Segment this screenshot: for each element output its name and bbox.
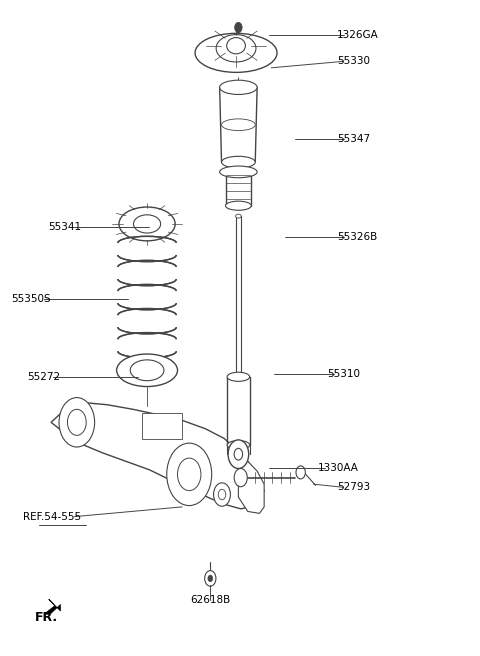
Text: 55310: 55310 — [327, 369, 360, 379]
Text: FR.: FR. — [35, 611, 58, 624]
Text: 55330: 55330 — [337, 56, 370, 66]
Ellipse shape — [119, 207, 175, 241]
Circle shape — [208, 575, 213, 582]
Circle shape — [204, 571, 216, 586]
Polygon shape — [239, 451, 264, 514]
Circle shape — [167, 443, 212, 506]
Text: 55341: 55341 — [48, 222, 82, 232]
Text: REF.54-555: REF.54-555 — [24, 512, 82, 522]
Bar — [116, 237, 179, 358]
Ellipse shape — [220, 80, 257, 94]
Ellipse shape — [133, 215, 161, 233]
Bar — [226, 172, 251, 211]
Ellipse shape — [227, 37, 245, 54]
Text: 52793: 52793 — [337, 482, 370, 493]
Circle shape — [296, 466, 305, 479]
Ellipse shape — [222, 156, 255, 168]
Ellipse shape — [195, 33, 277, 72]
Circle shape — [234, 468, 247, 487]
Circle shape — [68, 409, 86, 436]
Ellipse shape — [222, 119, 255, 131]
Ellipse shape — [216, 35, 256, 62]
Ellipse shape — [117, 354, 178, 386]
Ellipse shape — [227, 441, 250, 449]
Ellipse shape — [220, 166, 257, 178]
Text: 1326GA: 1326GA — [337, 30, 379, 40]
Bar — [143, 413, 182, 439]
Text: 55326B: 55326B — [337, 232, 377, 242]
Text: 55350S: 55350S — [12, 294, 51, 304]
Bar — [227, 377, 250, 445]
Ellipse shape — [227, 372, 250, 381]
Circle shape — [218, 489, 226, 500]
Text: 1330AA: 1330AA — [318, 463, 359, 473]
Polygon shape — [51, 403, 264, 509]
Ellipse shape — [236, 214, 241, 218]
Text: 55347: 55347 — [337, 134, 370, 144]
Circle shape — [228, 440, 249, 468]
Circle shape — [234, 448, 242, 460]
Circle shape — [59, 398, 95, 447]
Circle shape — [235, 22, 242, 33]
Circle shape — [214, 483, 230, 506]
Bar — [220, 87, 257, 162]
Text: 62618B: 62618B — [190, 595, 230, 605]
Ellipse shape — [226, 201, 251, 211]
Circle shape — [178, 458, 201, 491]
Text: 55272: 55272 — [27, 372, 60, 382]
Polygon shape — [44, 599, 60, 614]
Ellipse shape — [130, 360, 164, 380]
